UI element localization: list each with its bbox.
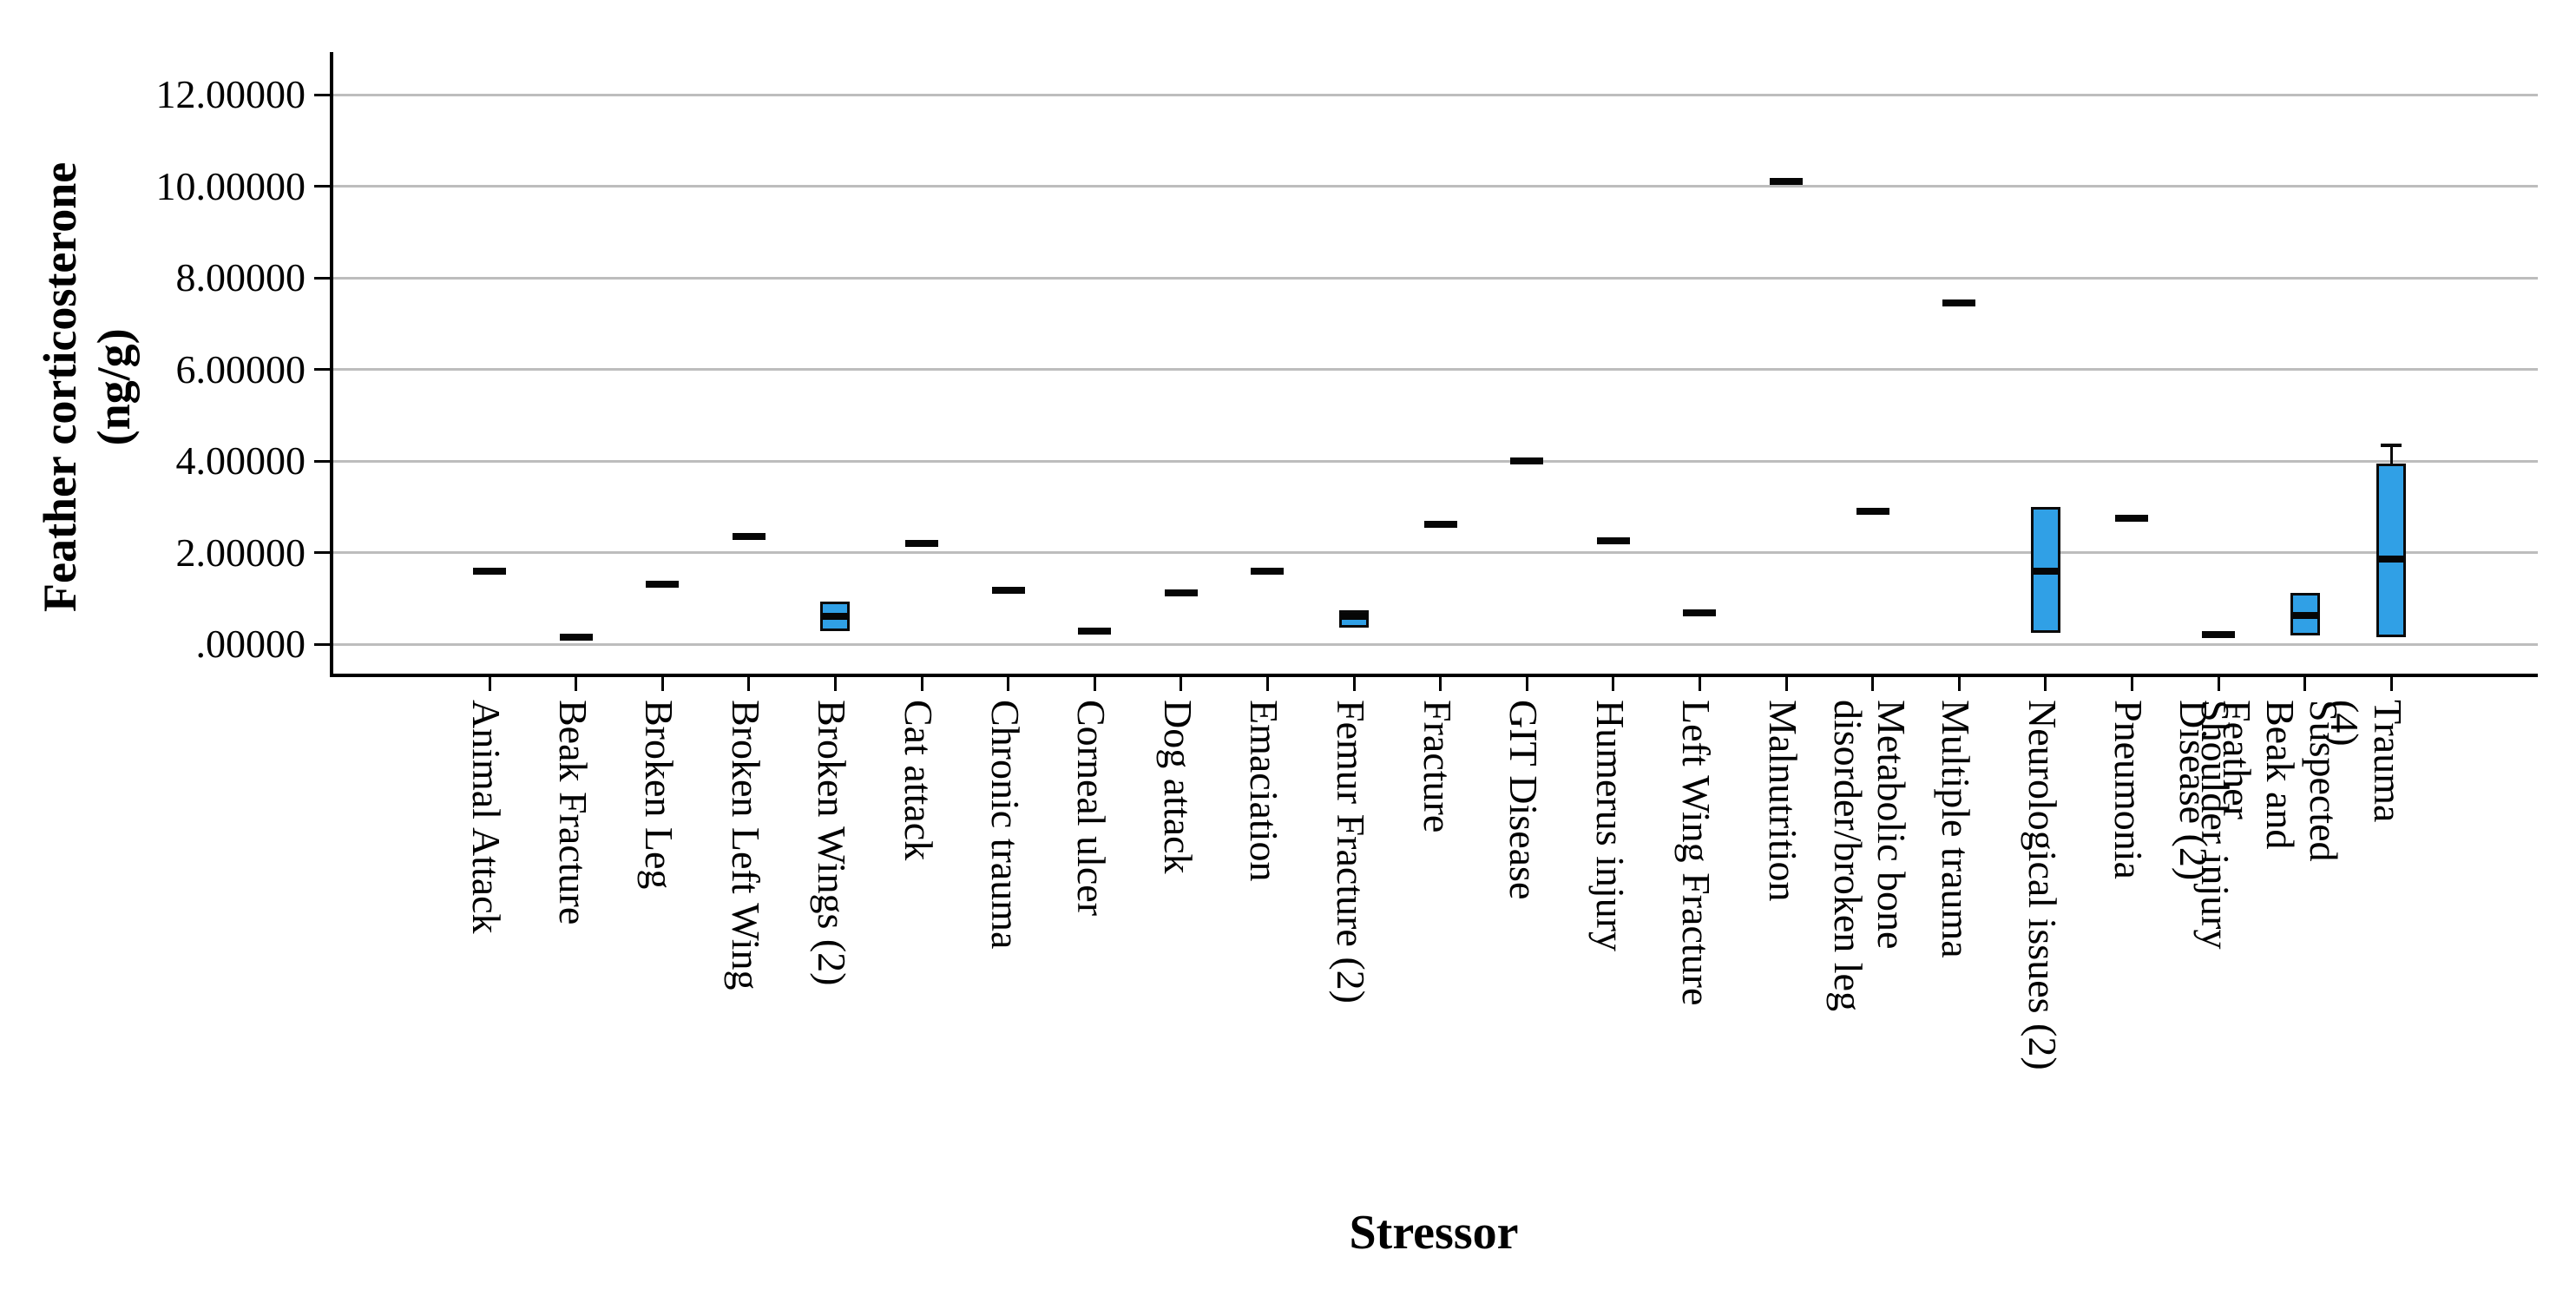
category-label: Broken Left Wing xyxy=(723,700,768,990)
y-axis-tick xyxy=(314,642,330,646)
x-axis-tick xyxy=(2130,677,2133,691)
gridline xyxy=(333,93,2538,96)
category-label: Broken Leg xyxy=(637,700,682,890)
x-axis-tick xyxy=(2044,677,2047,691)
category-label: Left Wing Fracture xyxy=(1674,700,1719,1006)
y-tick-label: 8.00000 xyxy=(175,255,306,299)
gridline xyxy=(333,459,2538,463)
box-iqr xyxy=(2030,506,2060,633)
y-tick-label: .00000 xyxy=(195,622,306,666)
x-axis-tick xyxy=(1871,677,1875,691)
box-median-line xyxy=(1341,612,1367,620)
category-label: Neurological issues (2) xyxy=(2020,700,2065,1070)
plot-area xyxy=(330,52,2538,691)
category-label: Trauma (4) xyxy=(2323,700,2411,823)
median-dash xyxy=(646,581,680,589)
category-label: Cat attack xyxy=(897,700,941,861)
box-iqr xyxy=(2290,592,2320,636)
x-axis-tick xyxy=(1265,677,1269,691)
median-dash xyxy=(905,539,938,547)
y-axis-tick xyxy=(314,551,330,554)
category-label: Emaciation xyxy=(1242,700,1287,882)
x-axis-tick xyxy=(1007,677,1010,691)
x-axis-tick xyxy=(2217,677,2220,691)
whisker-cap xyxy=(2381,443,2402,447)
y-axis-tick xyxy=(314,185,330,188)
category-label: Dog attack xyxy=(1155,700,1200,874)
x-axis-tick xyxy=(575,677,578,691)
median-dash xyxy=(1510,457,1544,464)
median-dash xyxy=(1683,609,1717,617)
box-iqr xyxy=(820,601,851,632)
y-tick-label: 10.00000 xyxy=(155,163,306,208)
y-tick-label: 4.00000 xyxy=(175,438,306,483)
x-axis-tick xyxy=(660,677,664,691)
x-axis-tick xyxy=(1784,677,1788,691)
x-axis-tick xyxy=(488,677,491,691)
median-dash xyxy=(559,634,593,642)
category-label: Pneumonia xyxy=(2106,700,2152,879)
category-label: GIT Disease xyxy=(1502,700,1547,900)
x-axis-tick xyxy=(2303,677,2307,691)
x-axis-title: Stressor xyxy=(1349,1206,1519,1260)
category-label: Animal Attack xyxy=(464,700,509,934)
median-dash xyxy=(1770,178,1803,186)
x-axis-tick xyxy=(1093,677,1096,691)
median-dash xyxy=(2202,631,2235,639)
box-iqr xyxy=(1339,609,1369,628)
category-label: Corneal ulcer xyxy=(1069,700,1114,917)
median-dash xyxy=(991,586,1025,594)
x-axis-tick xyxy=(920,677,923,691)
gridline xyxy=(333,368,2538,371)
median-dash xyxy=(1251,567,1285,575)
category-label: Beak Fracture xyxy=(550,700,595,925)
x-axis-tick xyxy=(833,677,837,691)
y-axis-tick xyxy=(314,276,330,280)
median-dash xyxy=(2115,514,2149,522)
y-tick-label: 2.00000 xyxy=(175,530,306,575)
box-median-line xyxy=(2378,556,2405,563)
category-label: Multiple trauma xyxy=(1934,700,1979,958)
category-label: Fracture xyxy=(1415,700,1460,833)
x-axis-tick xyxy=(1957,677,1961,691)
gridline xyxy=(333,185,2538,188)
x-axis-tick xyxy=(1352,677,1356,691)
y-tick-label: 6.00000 xyxy=(175,346,306,392)
x-axis-tick xyxy=(1439,677,1442,691)
median-dash xyxy=(1596,537,1630,545)
category-label: Femur Fracture (2) xyxy=(1329,700,1373,1004)
median-dash xyxy=(1856,508,1889,516)
y-axis-tick xyxy=(314,459,330,463)
category-label: Metabolic bone disorder/broken leg xyxy=(1825,700,1914,1011)
x-axis-tick xyxy=(2389,677,2393,691)
category-label: Suspected Beak and Feather Disease (2) xyxy=(2171,700,2346,881)
x-axis-tick xyxy=(1698,677,1701,691)
gridline xyxy=(333,551,2538,554)
x-axis-tick xyxy=(1180,677,1183,691)
y-tick-label: 12.00000 xyxy=(155,72,306,116)
median-dash xyxy=(1423,520,1457,528)
category-label: Humerus injury xyxy=(1587,700,1633,952)
x-axis-tick xyxy=(747,677,751,691)
x-axis-tick xyxy=(1612,677,1615,691)
gridline xyxy=(333,276,2538,280)
whisker-line xyxy=(2389,444,2393,464)
box-median-line xyxy=(2291,611,2318,619)
box-median-line xyxy=(2032,567,2059,575)
median-dash xyxy=(1078,628,1112,635)
y-axis-tick xyxy=(314,368,330,371)
box-median-line xyxy=(822,613,849,621)
y-axis-tick xyxy=(314,93,330,96)
box-iqr xyxy=(2376,463,2407,638)
median-dash xyxy=(1164,589,1198,596)
category-label: Chronic trauma xyxy=(982,700,1028,950)
category-label: Broken Wings (2) xyxy=(810,700,855,986)
gridline xyxy=(333,642,2538,646)
median-dash xyxy=(1942,299,1976,306)
median-dash xyxy=(732,533,766,541)
category-label: Malnutrition xyxy=(1761,700,1805,902)
median-dash xyxy=(473,567,506,575)
x-axis-tick xyxy=(1525,677,1528,691)
